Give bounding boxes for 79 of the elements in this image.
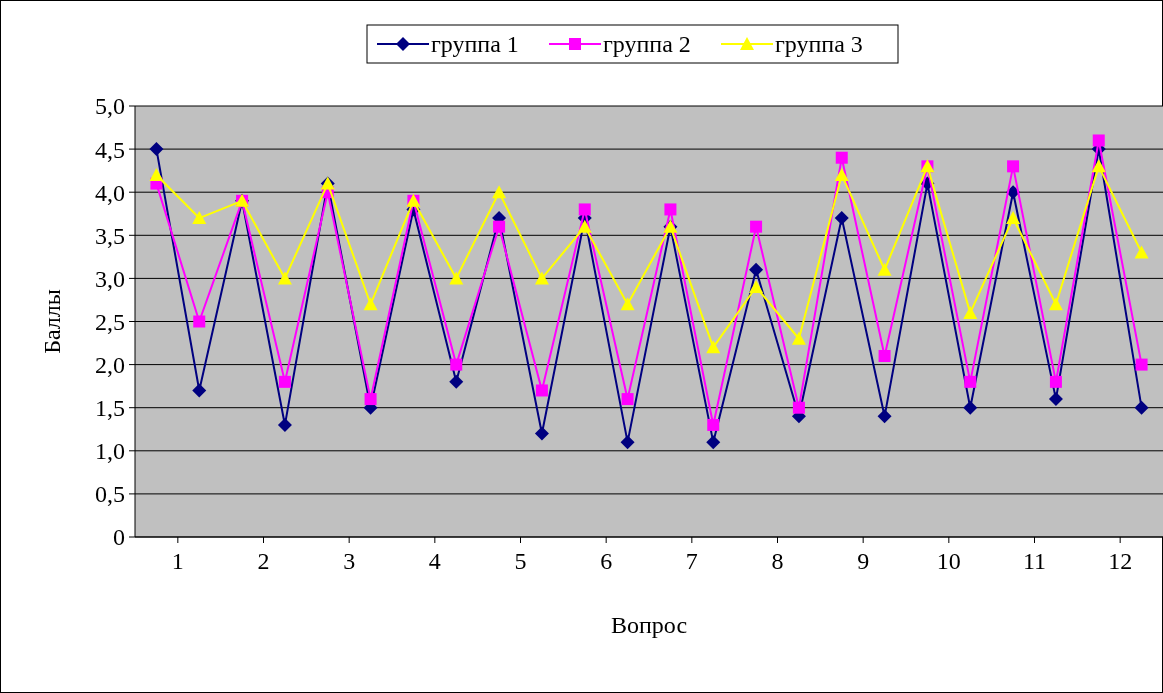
x-tick-label: 9 [857, 548, 870, 574]
point [192, 383, 207, 398]
point [449, 374, 464, 389]
point [792, 401, 805, 414]
point [749, 280, 764, 294]
point [450, 358, 463, 371]
point [620, 435, 635, 450]
point [277, 271, 292, 285]
x-tick-label: 2 [257, 548, 270, 574]
point [1135, 358, 1148, 371]
x-tick-label: 8 [771, 548, 784, 574]
point [878, 349, 891, 362]
point [277, 417, 292, 432]
point [1006, 211, 1021, 225]
point [192, 211, 207, 225]
x-tick-label: 1 [171, 548, 184, 574]
point [963, 305, 978, 319]
point [364, 393, 377, 406]
y-tick-label: 4,0 [95, 179, 125, 206]
legend-label: группа 1 [431, 31, 519, 58]
y-tick-label: 1,5 [95, 395, 125, 422]
point [750, 220, 763, 233]
legend-label: группа 2 [603, 31, 691, 58]
legend-label: группа 3 [775, 31, 863, 58]
point [791, 331, 806, 345]
y-tick-label: 4,5 [95, 136, 125, 163]
point [706, 340, 721, 354]
point [1007, 160, 1020, 173]
y-tick-label: 2,5 [95, 308, 125, 335]
point [577, 219, 592, 233]
point [363, 297, 378, 311]
point [492, 185, 507, 199]
point [621, 393, 634, 406]
point [834, 167, 849, 181]
point [834, 211, 849, 226]
y-tick-label: 0 [113, 524, 125, 551]
point [1092, 134, 1105, 147]
y-axis-title: Баллы [39, 289, 65, 354]
x-tick-label: 10 [936, 548, 961, 574]
y-tick-label: 0,5 [95, 481, 125, 508]
point [1048, 392, 1063, 407]
x-tick-label: 3 [343, 548, 356, 574]
point [707, 418, 720, 431]
x-tick-label: 12 [1108, 548, 1133, 574]
point [278, 375, 291, 388]
point [1049, 375, 1062, 388]
point [877, 262, 892, 276]
point [193, 315, 206, 328]
point [749, 262, 764, 277]
point [1134, 400, 1149, 415]
x-tick-label: 4 [428, 548, 441, 574]
point [964, 375, 977, 388]
point [449, 271, 464, 285]
x-tick-label: 7 [685, 548, 698, 574]
point [706, 435, 721, 450]
x-tick-label: 6 [600, 548, 613, 574]
point [534, 426, 549, 441]
point [963, 400, 978, 415]
point [620, 297, 635, 311]
point [1048, 297, 1063, 311]
point [534, 271, 549, 285]
y-tick-label: 5,0 [95, 93, 125, 120]
point [493, 220, 506, 233]
point [149, 167, 164, 181]
point [535, 384, 548, 397]
y-tick-label: 3,5 [95, 222, 125, 249]
point [835, 151, 848, 164]
point [1091, 159, 1106, 173]
point [1134, 245, 1149, 259]
x-tick-label: 11 [1022, 548, 1047, 574]
x-tick-label: 5 [514, 548, 527, 574]
y-tick-label: 1,0 [95, 438, 125, 465]
point [664, 203, 677, 216]
point [877, 409, 892, 424]
point [149, 142, 164, 157]
y-tick-label: 2,0 [95, 352, 125, 378]
x-axis-title: Вопрос [610, 612, 688, 638]
point [578, 203, 591, 216]
y-tick-label: 3,0 [95, 265, 125, 292]
